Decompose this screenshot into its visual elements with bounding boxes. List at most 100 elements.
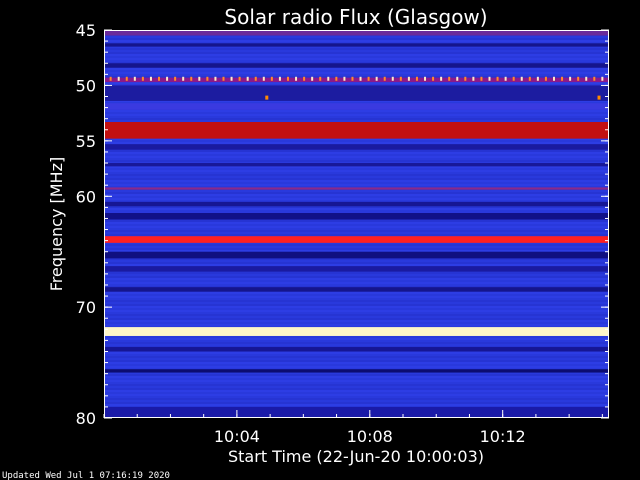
emission-dot: [375, 76, 378, 81]
texture-row: [104, 372, 609, 374]
emission-dot: [278, 76, 281, 81]
texture-row: [104, 262, 609, 264]
frequency-band: [104, 287, 609, 292]
texture-row: [104, 354, 609, 356]
texture-row: [104, 48, 609, 50]
texture-row: [104, 338, 609, 340]
texture-row: [104, 282, 609, 284]
texture-row: [104, 326, 609, 328]
y-tick-label: 50: [76, 76, 96, 95]
emission-dot: [488, 76, 491, 81]
emission-dot: [351, 76, 354, 81]
texture-row: [104, 264, 609, 266]
emission-dot: [238, 76, 241, 81]
texture-row: [104, 400, 609, 402]
texture-row: [104, 182, 609, 184]
texture-row: [104, 62, 609, 64]
emission-dot: [585, 76, 588, 81]
emission-dot: [496, 76, 499, 81]
texture-row: [104, 58, 609, 60]
texture-row: [104, 302, 609, 304]
texture-row: [104, 366, 609, 368]
frequency-band: [104, 63, 609, 68]
texture-row: [104, 374, 609, 376]
texture-row: [104, 272, 609, 274]
texture-row: [104, 310, 609, 312]
texture-row: [104, 162, 609, 164]
texture-row: [104, 192, 609, 194]
texture-row: [104, 314, 609, 316]
texture-row: [104, 286, 609, 288]
frequency-band: [104, 347, 609, 352]
emission-dot: [133, 76, 136, 81]
x-axis-ticks: 10:04 10:08 10:12: [103, 410, 603, 446]
y-tick-label: 60: [76, 187, 96, 206]
texture-row: [104, 292, 609, 294]
texture-row: [104, 198, 609, 200]
y-tick-label: 45: [76, 21, 96, 40]
texture-row: [104, 46, 609, 48]
texture-row: [104, 52, 609, 54]
texture-row: [104, 300, 609, 302]
texture-row: [104, 158, 609, 160]
texture-row: [104, 186, 609, 188]
frequency-band: [104, 369, 609, 373]
texture-row: [104, 54, 609, 56]
texture-row: [104, 224, 609, 226]
texture-row: [104, 110, 609, 112]
texture-row: [104, 208, 609, 210]
texture-row: [104, 150, 609, 152]
emission-dot: [311, 76, 314, 81]
texture-row: [104, 172, 609, 174]
emission-dot: [424, 76, 427, 81]
frequency-band: [104, 236, 609, 243]
texture-row: [104, 346, 609, 348]
emission-dot: [464, 76, 467, 81]
frequency-band: [104, 43, 609, 47]
texture-row: [104, 220, 609, 222]
texture-row: [104, 100, 609, 102]
emission-dot: [448, 76, 451, 81]
texture-row: [104, 168, 609, 170]
texture-row: [104, 250, 609, 252]
texture-row: [104, 120, 609, 122]
texture-row: [104, 296, 609, 298]
texture-row: [104, 402, 609, 404]
frequency-band: [104, 77, 609, 83]
emission-dot: [407, 76, 410, 81]
texture-row: [104, 116, 609, 118]
texture-row: [104, 114, 609, 116]
frequency-band: [104, 103, 609, 110]
emission-dot: [456, 76, 459, 81]
texture-row: [104, 356, 609, 358]
texture-row: [104, 364, 609, 366]
texture-row: [104, 380, 609, 382]
texture-row: [104, 166, 609, 168]
emission-dot: [246, 76, 249, 81]
texture-row: [104, 248, 609, 250]
texture-row: [104, 196, 609, 198]
texture-row: [104, 352, 609, 354]
emission-dot: [254, 76, 257, 81]
texture-row: [104, 170, 609, 172]
texture-row: [104, 378, 609, 380]
texture-row: [104, 304, 609, 306]
emission-point: [597, 95, 601, 100]
x-axis-label: Start Time (22-Jun-20 10:00:03): [228, 447, 484, 466]
texture-row: [104, 278, 609, 280]
texture-row: [104, 392, 609, 394]
emission-dot: [327, 76, 330, 81]
texture-row: [104, 178, 609, 180]
emission-dot: [472, 76, 475, 81]
frequency-band: [104, 201, 609, 207]
texture-row: [104, 246, 609, 248]
emission-dot: [512, 76, 515, 81]
emission-dot: [182, 76, 185, 81]
emission-dot: [295, 76, 298, 81]
texture-row: [104, 206, 609, 208]
y-tick-label: 55: [76, 132, 96, 151]
emission-dot: [520, 76, 523, 81]
frequency-band: [104, 327, 609, 336]
texture-row: [104, 404, 609, 406]
